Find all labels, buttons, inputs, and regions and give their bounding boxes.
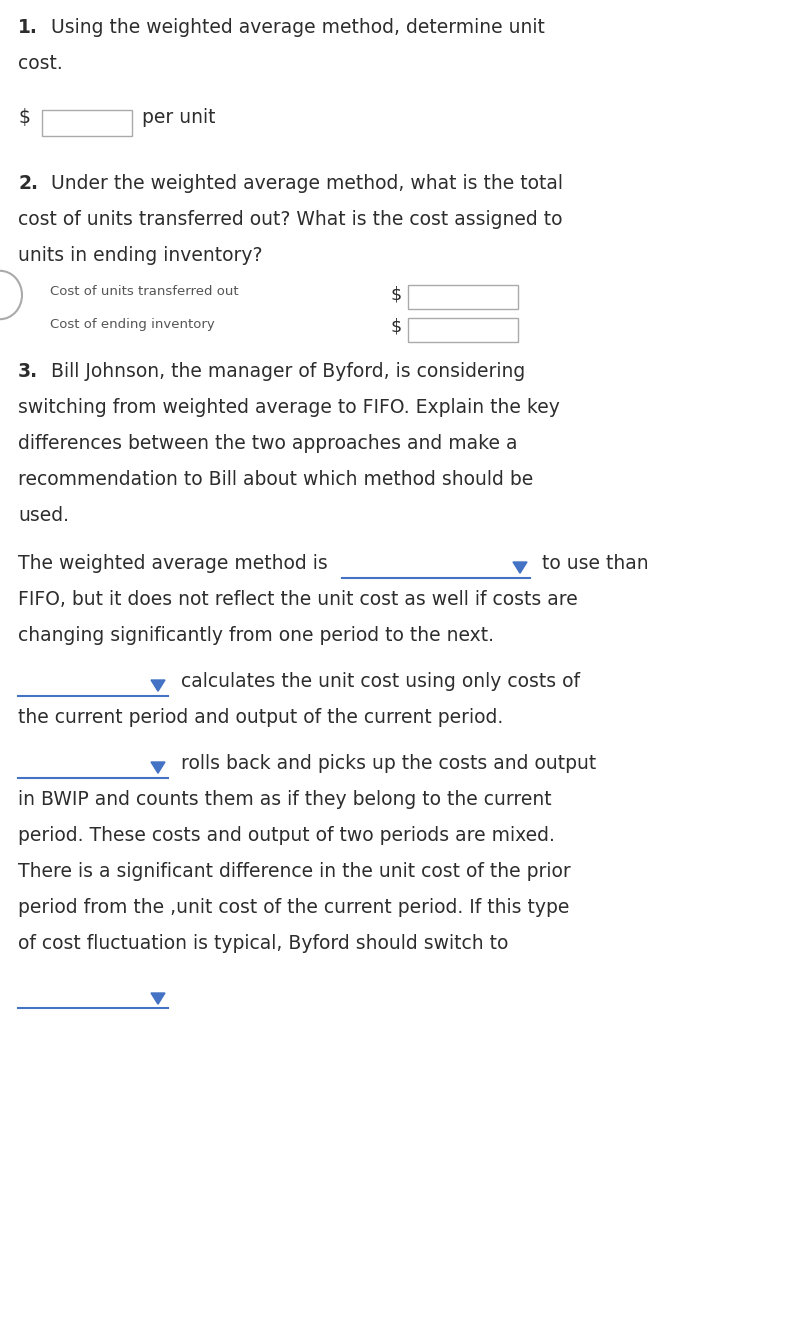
- Text: per unit: per unit: [136, 108, 215, 127]
- Text: in BWIP and counts them as if they belong to the current: in BWIP and counts them as if they belon…: [18, 790, 552, 809]
- Polygon shape: [151, 993, 165, 1004]
- Bar: [42, 110, 132, 136]
- Text: cost.: cost.: [18, 53, 63, 74]
- Text: differences between the two approaches and make a: differences between the two approaches a…: [18, 435, 517, 453]
- Text: Under the weighted average method, what is the total: Under the weighted average method, what …: [45, 174, 563, 193]
- Text: Cost of ending inventory: Cost of ending inventory: [50, 318, 215, 332]
- Text: Using the weighted average method, determine unit: Using the weighted average method, deter…: [45, 17, 545, 37]
- Text: units in ending inventory?: units in ending inventory?: [18, 246, 263, 265]
- Text: $: $: [390, 318, 401, 336]
- Text: of cost fluctuation is typical, Byford should switch to: of cost fluctuation is typical, Byford s…: [18, 935, 509, 953]
- Polygon shape: [151, 762, 165, 773]
- Bar: [408, 318, 518, 342]
- Text: period. These costs and output of two periods are mixed.: period. These costs and output of two pe…: [18, 826, 555, 845]
- Text: The weighted average method is: The weighted average method is: [18, 554, 328, 574]
- Text: Cost of units transferred out: Cost of units transferred out: [50, 285, 239, 298]
- Text: used.: used.: [18, 505, 69, 525]
- Polygon shape: [513, 562, 527, 574]
- Text: to use than: to use than: [536, 554, 648, 574]
- Text: cost of units transferred out? What is the cost assigned to: cost of units transferred out? What is t…: [18, 210, 563, 229]
- Text: changing significantly from one period to the next.: changing significantly from one period t…: [18, 626, 494, 644]
- Text: 1.: 1.: [18, 17, 38, 37]
- Text: 2.: 2.: [18, 174, 38, 193]
- Text: There is a significant difference in the unit cost of the prior: There is a significant difference in the…: [18, 862, 571, 881]
- Text: calculates the unit cost using only costs of: calculates the unit cost using only cost…: [175, 673, 580, 691]
- Text: recommendation to Bill about which method should be: recommendation to Bill about which metho…: [18, 471, 533, 489]
- Text: FIFO, but it does not reflect the unit cost as well if costs are: FIFO, but it does not reflect the unit c…: [18, 590, 578, 608]
- Text: switching from weighted average to FIFO. Explain the key: switching from weighted average to FIFO.…: [18, 398, 560, 417]
- Text: the current period and output of the current period.: the current period and output of the cur…: [18, 709, 503, 727]
- Text: $: $: [18, 108, 30, 127]
- Polygon shape: [151, 681, 165, 691]
- Text: period from the ,unit cost of the current period. If this type: period from the ,unit cost of the curren…: [18, 898, 569, 917]
- Text: 3.: 3.: [18, 362, 39, 381]
- Text: Bill Johnson, the manager of Byford, is considering: Bill Johnson, the manager of Byford, is …: [45, 362, 525, 381]
- Bar: [408, 285, 518, 309]
- Text: rolls back and picks up the costs and output: rolls back and picks up the costs and ou…: [175, 754, 597, 773]
- Text: $: $: [390, 285, 401, 303]
